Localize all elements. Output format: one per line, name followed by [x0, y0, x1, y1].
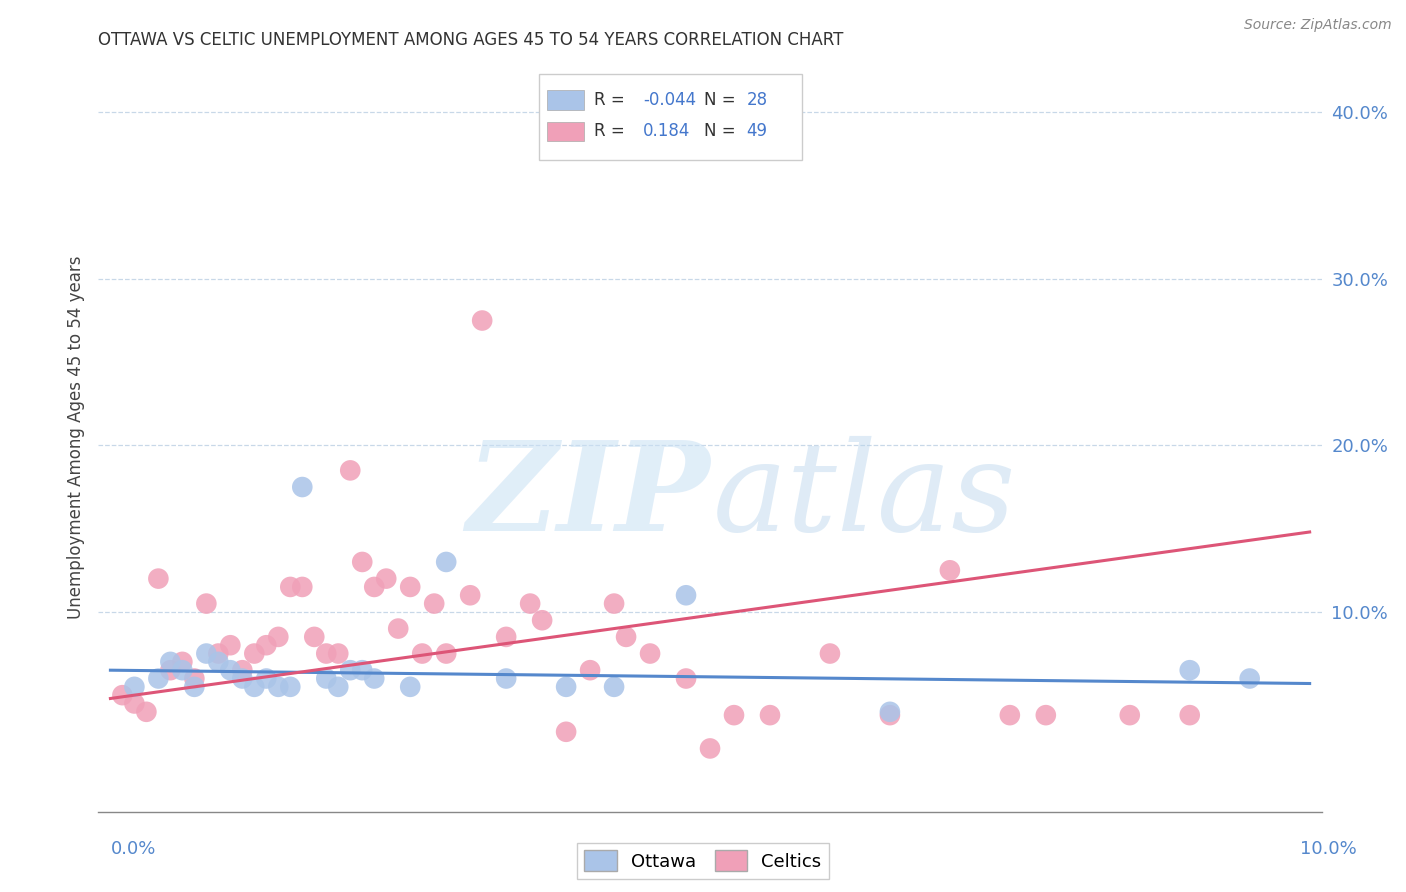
Text: -0.044: -0.044 [643, 91, 696, 109]
Point [614, 630, 637, 644]
Point [219, 638, 242, 652]
Point [603, 597, 626, 611]
Point [267, 680, 290, 694]
Point [243, 647, 266, 661]
Point [363, 672, 385, 686]
Y-axis label: Unemployment Among Ages 45 to 54 years: Unemployment Among Ages 45 to 54 years [66, 255, 84, 619]
Point [471, 313, 494, 327]
Point [339, 663, 361, 677]
Point [555, 680, 578, 694]
Point [675, 588, 697, 602]
Point [172, 663, 194, 677]
Point [411, 647, 433, 661]
Point [111, 688, 134, 702]
Point [278, 680, 301, 694]
Point [1119, 708, 1142, 723]
Point [555, 724, 578, 739]
Point [1178, 708, 1201, 723]
Point [519, 597, 541, 611]
Text: ZIP: ZIP [467, 436, 710, 558]
Text: 0.184: 0.184 [643, 122, 690, 140]
Point [495, 630, 517, 644]
Point [278, 580, 301, 594]
Point [818, 647, 841, 661]
Point [315, 672, 337, 686]
Text: R =: R = [593, 122, 630, 140]
Point [328, 647, 350, 661]
Point [434, 647, 457, 661]
Point [363, 580, 385, 594]
FancyBboxPatch shape [547, 121, 583, 141]
Point [399, 680, 422, 694]
Point [339, 463, 361, 477]
Point [243, 680, 266, 694]
Point [315, 647, 337, 661]
Point [375, 572, 398, 586]
Point [603, 680, 626, 694]
Point [998, 708, 1021, 723]
Text: Source: ZipAtlas.com: Source: ZipAtlas.com [1244, 18, 1392, 32]
Point [124, 680, 146, 694]
Point [1035, 708, 1057, 723]
Point [352, 555, 374, 569]
Point [219, 663, 242, 677]
Point [254, 672, 277, 686]
Text: OTTAWA VS CELTIC UNEMPLOYMENT AMONG AGES 45 TO 54 YEARS CORRELATION CHART: OTTAWA VS CELTIC UNEMPLOYMENT AMONG AGES… [98, 31, 844, 49]
Point [231, 672, 253, 686]
Point [352, 663, 374, 677]
Point [495, 672, 517, 686]
Point [148, 672, 170, 686]
Point [159, 655, 181, 669]
Point [148, 572, 170, 586]
Point [291, 480, 314, 494]
Point [195, 597, 218, 611]
Point [699, 741, 721, 756]
Point [135, 705, 157, 719]
Text: N =: N = [704, 122, 741, 140]
FancyBboxPatch shape [538, 74, 801, 160]
Point [291, 580, 314, 594]
Point [879, 705, 901, 719]
Point [939, 563, 962, 577]
Point [579, 663, 602, 677]
Point [1178, 663, 1201, 677]
Text: 28: 28 [747, 91, 768, 109]
Point [183, 680, 205, 694]
Point [159, 663, 181, 677]
Point [675, 672, 697, 686]
Point [638, 647, 661, 661]
Point [124, 697, 146, 711]
Point [207, 647, 229, 661]
FancyBboxPatch shape [547, 90, 583, 110]
Point [195, 647, 218, 661]
Text: 0.0%: 0.0% [111, 840, 156, 858]
Point [328, 680, 350, 694]
Text: R =: R = [593, 91, 630, 109]
Point [879, 708, 901, 723]
Point [254, 638, 277, 652]
Point [231, 663, 253, 677]
Point [267, 630, 290, 644]
Legend: Ottawa, Celtics: Ottawa, Celtics [578, 843, 828, 879]
Point [458, 588, 481, 602]
Point [172, 655, 194, 669]
Text: 10.0%: 10.0% [1301, 840, 1357, 858]
Point [304, 630, 326, 644]
Point [434, 555, 457, 569]
Text: N =: N = [704, 91, 741, 109]
Point [531, 613, 554, 627]
Point [1239, 672, 1261, 686]
Point [399, 580, 422, 594]
Point [183, 672, 205, 686]
Point [207, 655, 229, 669]
Point [759, 708, 782, 723]
Point [723, 708, 745, 723]
Text: 49: 49 [747, 122, 768, 140]
Text: atlas: atlas [713, 436, 1017, 558]
Point [387, 622, 409, 636]
Point [423, 597, 446, 611]
